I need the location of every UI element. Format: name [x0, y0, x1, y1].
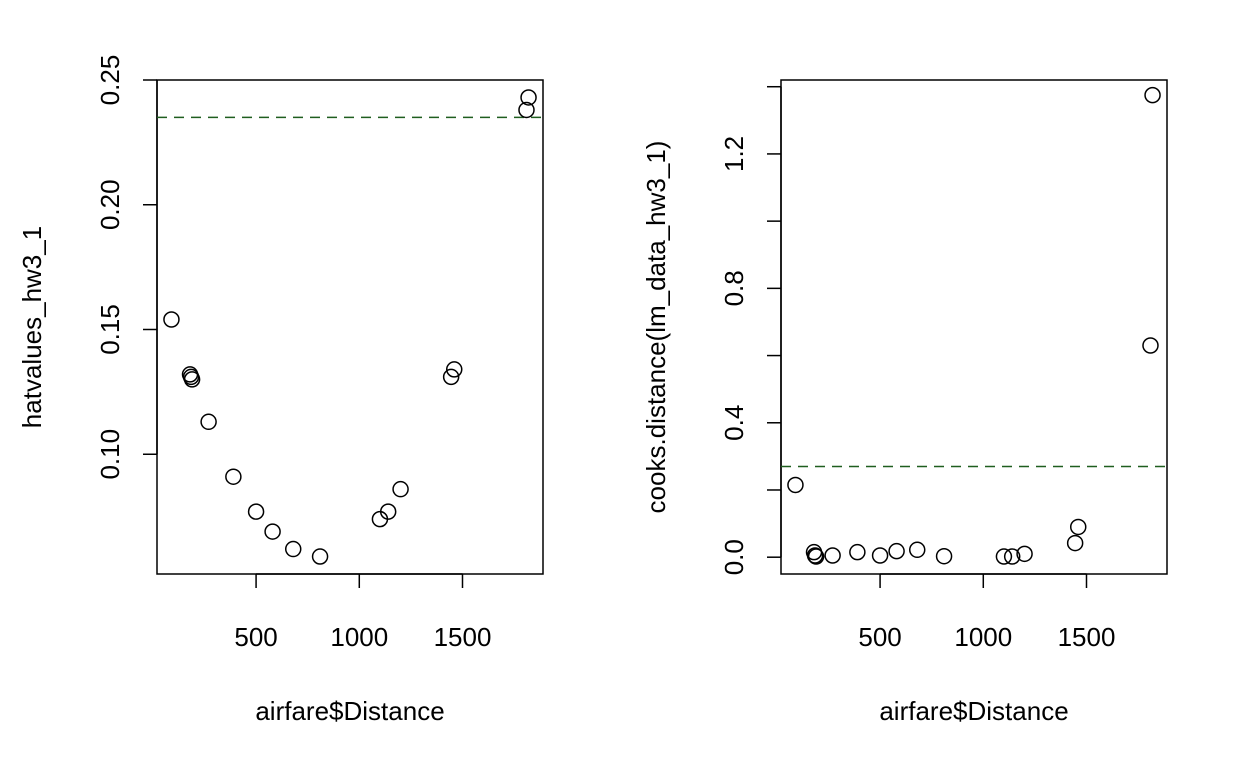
- chart1-point: [1016, 545, 1033, 563]
- chart0-point: [163, 311, 180, 328]
- chart0-point: [520, 89, 537, 106]
- chart0-x-tick-label: 1500: [434, 622, 492, 652]
- chart0-x-axis-label: airfare$Distance: [255, 696, 444, 726]
- chart0-point: [442, 368, 460, 386]
- chart1-point: [849, 543, 866, 561]
- chart0-point: [284, 540, 302, 558]
- chart0-point: [392, 480, 409, 498]
- chart0-point: [200, 413, 217, 431]
- chart1-point: [1144, 86, 1161, 104]
- chart1-point: [1003, 548, 1021, 565]
- chart1-plot-frame: [780, 79, 1168, 575]
- chart0-y-axis-label: hatvalues_hw3_1: [17, 226, 47, 428]
- chart0-point: [225, 468, 242, 485]
- chart1-y-tick-label: 0.0: [719, 539, 749, 575]
- chart0-plot-frame: [156, 79, 544, 575]
- chart1-y-axis-label: cooks.distance(lm_data_hw3_1): [641, 141, 671, 514]
- chart1-point: [871, 547, 889, 564]
- chart0-x-tick-label: 500: [234, 622, 277, 652]
- chart1-point: [806, 547, 824, 564]
- chart1-point: [908, 541, 926, 559]
- chart0-point: [247, 503, 265, 520]
- chart1-point: [888, 542, 905, 560]
- chart1-point: [995, 548, 1013, 565]
- chart0-point: [183, 371, 201, 388]
- chart1-x-tick-label: 500: [858, 622, 901, 652]
- chart1-point: [824, 547, 841, 564]
- chart0-y-tick-label: 0.15: [95, 304, 125, 355]
- chart1-x-tick-label: 1000: [954, 622, 1012, 652]
- chart0-point: [311, 548, 329, 565]
- chart1-y-tick-label: 1.2: [719, 136, 749, 172]
- chart0-x-tick-label: 1000: [330, 622, 388, 652]
- chart0-point: [445, 361, 463, 378]
- chart1-point: [1069, 518, 1087, 536]
- chart0-point: [518, 101, 535, 119]
- chart1-point: [935, 547, 953, 565]
- chart0-y-tick-label: 0.20: [95, 179, 125, 230]
- chart0-y-tick-label: 0.25: [95, 55, 125, 106]
- hatvalues-panel: 500 1000 1500 0.10 0.15 0.20 0.25 airfare$Dista…: [17, 55, 544, 726]
- chart1-x-tick-label: 1500: [1058, 622, 1116, 652]
- chart1-point: [807, 548, 825, 565]
- chart1-y-tick-label: 0.8: [719, 270, 749, 306]
- chart1-point: [1066, 534, 1084, 552]
- chart0-y-tick-label: 0.10: [95, 429, 125, 480]
- chart1-y-tick-label: 0.4: [719, 405, 749, 441]
- cooks-distance-panel: 500 1000 1500 0.0 0.4 0.8 1.2 airfare$Distance c…: [641, 79, 1168, 726]
- chart1-point: [787, 476, 804, 494]
- chart1-x-axis-label: airfare$Distance: [879, 696, 1068, 726]
- chart0-point: [264, 523, 281, 540]
- chart1-point: [1142, 337, 1159, 354]
- chart0-point: [379, 503, 397, 520]
